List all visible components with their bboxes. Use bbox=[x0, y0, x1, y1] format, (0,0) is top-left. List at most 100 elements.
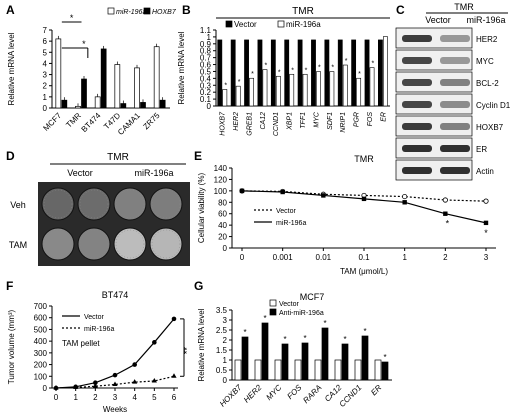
panel-f-point-Vector bbox=[132, 362, 137, 367]
panel-f-x-tick-label: 1 bbox=[73, 393, 78, 402]
panel-e-x-tick-label: 0.001 bbox=[273, 253, 294, 262]
panel-e-y-tick-label: 0 bbox=[223, 244, 228, 253]
panel-e-point-miR-196a bbox=[361, 196, 367, 202]
panel-e-point-Vector bbox=[483, 198, 489, 204]
panel-a-bar-miR-196a bbox=[55, 38, 62, 109]
panel-b-bar-Vector bbox=[324, 39, 330, 107]
panel-d-row-label: Veh bbox=[10, 200, 26, 210]
panel-f-sig-star: ** bbox=[182, 347, 192, 355]
panel-g-y-tick-label: 0.5 bbox=[216, 366, 228, 375]
panel-b-bar-miR-196a bbox=[262, 69, 268, 107]
panel-g-bar-Anti-miR-196a bbox=[301, 342, 309, 381]
panel-b-sig-star: * bbox=[291, 67, 294, 74]
panel-c-band bbox=[440, 79, 470, 86]
panel-b-x-tick-label: CCND1 bbox=[273, 112, 280, 136]
panel-e-y-tick-label: 100 bbox=[214, 187, 228, 196]
panel-g-x-tick-label: ER bbox=[369, 383, 383, 397]
panel-d-plate bbox=[77, 187, 111, 221]
panel-a-y-tick-label: 3 bbox=[43, 71, 48, 80]
panel-e-point-miR-196a bbox=[483, 220, 489, 226]
panel-f-point-Vector bbox=[112, 372, 118, 378]
panel-d-plate bbox=[113, 187, 147, 221]
panel-c-column-label: miR-196a bbox=[466, 15, 505, 25]
panel-g-bar-Vector bbox=[294, 359, 302, 381]
panel-b-title: TMR bbox=[292, 6, 314, 17]
panel-a-y-tick-label: 5 bbox=[43, 48, 48, 57]
panel-c-row-label: BCL-2 bbox=[476, 79, 499, 88]
panel-f-y-tick-label: 100 bbox=[34, 372, 48, 381]
panel-f-y-tick-label: 200 bbox=[34, 361, 48, 370]
panel-c-title: TMR bbox=[454, 2, 474, 12]
panel-e-y-label: Cellular viability (%) bbox=[197, 173, 206, 244]
panel-f-legend-label: miR-196a bbox=[84, 326, 114, 333]
panel-b-bar-Vector bbox=[337, 39, 343, 107]
panel-f-y-tick-label: 500 bbox=[34, 325, 48, 334]
panel-e-legend-label: Vector bbox=[276, 208, 297, 215]
panel-b-x-tick-label: HOXB7 bbox=[220, 111, 227, 136]
panel-c-band bbox=[402, 101, 432, 108]
panel-a-legend-swatch bbox=[143, 7, 151, 15]
panel-b-bar-Vector bbox=[257, 39, 263, 107]
panel-f-x-tick-label: 6 bbox=[172, 393, 177, 402]
panel-c-band bbox=[402, 35, 432, 42]
panel-b-sig-star: * bbox=[264, 63, 267, 70]
panel-g-x-tick-label: RARA bbox=[301, 383, 323, 405]
panel-c-blot-strip bbox=[395, 115, 473, 137]
panel-e-x-tick-label: 1 bbox=[402, 253, 407, 262]
panel-b-bar-Vector bbox=[378, 39, 383, 107]
panel-a-legend-label: HOXB7 bbox=[152, 9, 177, 16]
panel-c-band bbox=[402, 79, 432, 86]
panel-e-point-miR-196a bbox=[402, 200, 407, 205]
panel-e-y-tick-label: 140 bbox=[214, 164, 228, 173]
panel-label-B: B bbox=[182, 3, 191, 17]
panel-a-legend-swatch bbox=[107, 7, 115, 15]
panel-a-bar-miR-196a bbox=[114, 64, 121, 109]
panel-b-bar-Vector bbox=[297, 39, 303, 107]
panel-c-row-label: ER bbox=[476, 145, 487, 154]
panel-g-bar-Vector bbox=[334, 359, 342, 381]
panel-a-legend-label: miR-196a bbox=[116, 9, 146, 16]
panel-e-sig-star: * bbox=[446, 219, 450, 229]
panel-b-legend-label: miR-196a bbox=[286, 20, 321, 29]
panel-b-y-tick-label: 1 bbox=[207, 33, 212, 42]
panel-b-bar-miR-196a bbox=[383, 36, 388, 107]
panel-e-point-miR-196a bbox=[280, 189, 285, 195]
panel-f-x-tick-label: 5 bbox=[152, 393, 157, 402]
panel-e-x-tick-label: 0.01 bbox=[316, 253, 332, 262]
panel-b-sig-star: * bbox=[238, 79, 241, 86]
panel-c-band bbox=[402, 167, 432, 174]
panel-g-y-tick-label: 2 bbox=[223, 336, 228, 345]
panel-c-band bbox=[440, 101, 470, 108]
panel-f-y-tick-label: 400 bbox=[34, 337, 48, 346]
panel-b-x-tick-label: ER bbox=[380, 112, 387, 122]
panel-e-point-miR-196a bbox=[239, 188, 245, 194]
panel-b-sig-star: * bbox=[372, 61, 375, 68]
panel-b-sig-star: * bbox=[251, 71, 254, 78]
panel-f-point-miR-196a bbox=[171, 373, 177, 378]
panel-b-bar-Vector bbox=[364, 39, 370, 107]
panel-c-row-label: HOXB7 bbox=[476, 123, 504, 132]
panel-b-x-tick-label: XBP1 bbox=[287, 112, 294, 131]
panel-label-A: A bbox=[6, 3, 15, 17]
panel-a-y-tick-label: 0 bbox=[43, 104, 48, 113]
panel-g-legend-swatch bbox=[269, 299, 277, 307]
panel-b-bar-Vector bbox=[270, 39, 276, 107]
panel-a-bar-HOXB7 bbox=[61, 99, 68, 109]
panel-f-point-miR-196a bbox=[92, 383, 98, 388]
panel-f-point-miR-196a bbox=[53, 385, 59, 390]
panel-g-bar-Anti-miR-196a bbox=[321, 327, 329, 381]
panel-g-bar-Vector bbox=[234, 359, 242, 381]
panel-b-x-tick-label: NRIP1 bbox=[340, 112, 347, 133]
panel-b-bar-miR-196a bbox=[356, 77, 362, 107]
panel-a-y-tick-label: 7 bbox=[43, 26, 48, 35]
panel-b-y-tick-label: 0.2 bbox=[200, 88, 212, 97]
panel-g-y-tick-label: 1 bbox=[223, 356, 228, 365]
panel-e-title: TMR bbox=[354, 154, 374, 164]
panel-g-bar-Anti-miR-196a bbox=[281, 343, 289, 381]
panel-c-blot-strip bbox=[395, 93, 473, 115]
panel-g-legend-label: Vector bbox=[279, 301, 300, 308]
panel-g-sig-star: * bbox=[323, 319, 326, 328]
panel-f-title: BT474 bbox=[102, 290, 129, 300]
panel-e-point-miR-196a bbox=[321, 193, 326, 198]
panel-g-bar-Anti-miR-196a bbox=[341, 343, 349, 381]
